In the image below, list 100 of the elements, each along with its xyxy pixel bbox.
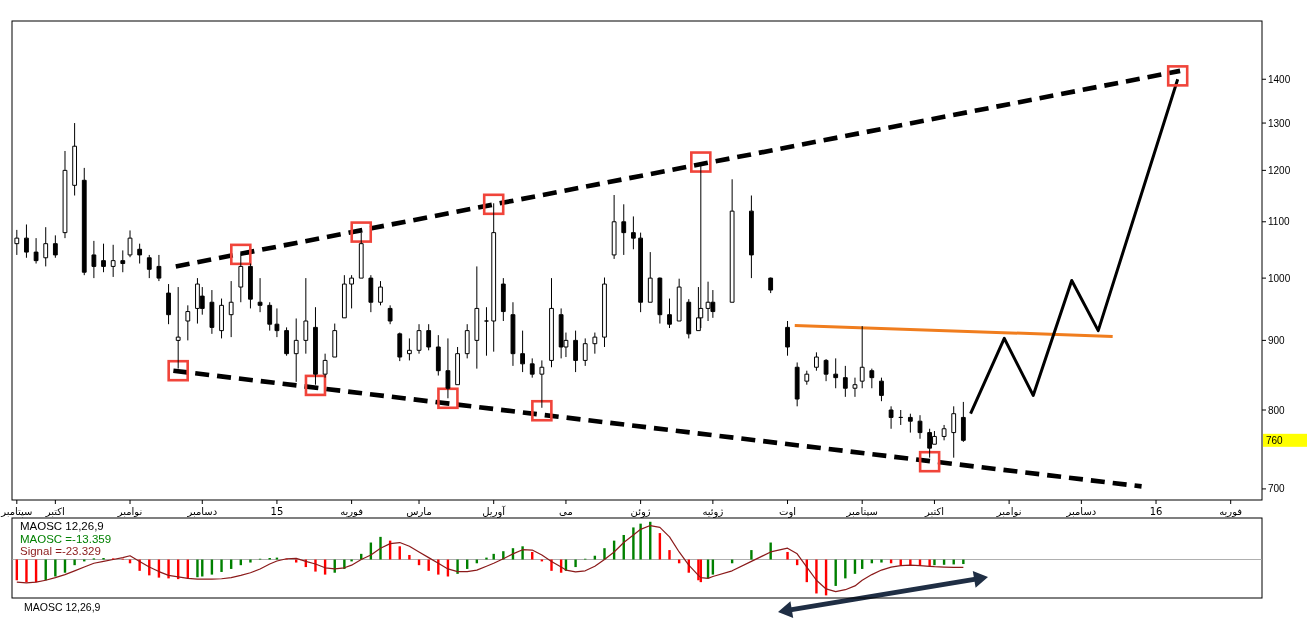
candlestick xyxy=(917,414,923,440)
candlestick xyxy=(888,405,894,430)
bar xyxy=(196,559,199,578)
candlestick xyxy=(484,306,489,357)
point xyxy=(531,399,553,422)
candlestick xyxy=(257,277,263,313)
point xyxy=(230,243,252,266)
candlestick xyxy=(768,277,774,294)
bar xyxy=(880,559,883,563)
candlestick xyxy=(941,424,947,441)
candlestick xyxy=(33,237,39,265)
bar xyxy=(933,559,936,566)
bar xyxy=(379,536,382,560)
bar xyxy=(815,559,818,594)
candlestick xyxy=(43,226,49,267)
bar xyxy=(668,550,671,560)
bar xyxy=(769,542,772,560)
point xyxy=(167,359,189,382)
candlestick xyxy=(611,194,617,260)
candlestick xyxy=(657,277,663,325)
y-tick-label: 1100 xyxy=(1268,216,1290,228)
bar xyxy=(220,559,223,572)
x-tick-label: سپتامبر xyxy=(845,506,878,518)
series-label: Signal =-23.329 xyxy=(20,545,101,557)
candlestick xyxy=(209,289,215,335)
bar xyxy=(456,559,459,574)
candlestick xyxy=(127,229,133,258)
point xyxy=(304,374,327,397)
y-tick-label: 800 xyxy=(1268,404,1286,416)
candlestick xyxy=(464,323,470,359)
candlestick xyxy=(879,377,884,402)
bar xyxy=(639,523,642,560)
candlestick xyxy=(500,277,506,322)
candlestick xyxy=(81,167,87,276)
bar xyxy=(909,559,912,566)
point xyxy=(1166,65,1189,87)
bar xyxy=(750,550,753,560)
candlestick xyxy=(62,150,68,239)
candlestick xyxy=(833,357,839,389)
candlestick xyxy=(52,234,58,259)
bar xyxy=(844,559,847,579)
x-tick-label: مارس xyxy=(406,506,432,517)
x-tick-label: نوامبر xyxy=(995,506,1022,517)
candlestick xyxy=(407,337,412,361)
candlestick xyxy=(387,304,393,325)
x-tick-label: اکتبر xyxy=(923,506,944,517)
x-tick-label: دسامبر xyxy=(1065,506,1097,517)
candlestick xyxy=(729,178,735,303)
y-tick-label: 1000 xyxy=(1268,272,1291,284)
x-tick-label: 16 xyxy=(1149,506,1163,517)
candlestick xyxy=(630,215,636,250)
candlestick xyxy=(474,265,480,370)
text: 760 xyxy=(1266,434,1284,446)
candlestick xyxy=(842,365,848,398)
candlestick xyxy=(219,298,224,339)
candlestick xyxy=(101,243,106,273)
candlestick xyxy=(397,332,403,362)
candlestick xyxy=(927,428,933,459)
bar xyxy=(249,559,252,563)
bar xyxy=(574,559,577,568)
y-tick-label: 900 xyxy=(1268,334,1286,346)
candlestick xyxy=(274,307,280,338)
x-tick-label: اوت xyxy=(779,506,797,518)
candlestick xyxy=(166,283,171,325)
candlestick xyxy=(303,277,309,355)
candlestick xyxy=(24,223,29,259)
x-tick-label: ژوئیه xyxy=(702,506,724,518)
x-tick-label: سپتامبر xyxy=(0,506,33,518)
candlestick xyxy=(582,337,588,367)
candlestick xyxy=(416,323,422,355)
candlestick xyxy=(804,370,810,386)
bar xyxy=(408,554,411,560)
x-tick-label: نوامبر xyxy=(116,506,143,517)
y-tick-label: 1200 xyxy=(1268,164,1291,176)
y-tick-label: 700 xyxy=(1268,483,1286,495)
candlestick xyxy=(341,274,347,319)
candlestick xyxy=(72,122,78,197)
bar xyxy=(167,559,170,579)
candlestick xyxy=(823,358,829,382)
x-tick-label: فوریه xyxy=(340,506,364,517)
candlestick xyxy=(852,377,858,398)
candlestick xyxy=(322,353,328,379)
candlestick xyxy=(368,274,374,313)
x-tick-label: می xyxy=(559,506,573,517)
candlestick xyxy=(332,323,338,358)
point xyxy=(437,387,459,410)
point xyxy=(690,151,712,173)
candlestick xyxy=(907,413,913,434)
candlestick xyxy=(455,346,460,386)
candlestick xyxy=(248,263,253,309)
point xyxy=(350,221,373,243)
candlestick xyxy=(602,277,607,348)
candlestick xyxy=(898,409,904,426)
candlestick xyxy=(814,351,819,372)
x-tick-label: آوریل xyxy=(482,505,507,518)
bar xyxy=(54,559,57,577)
candlestick xyxy=(676,278,682,322)
candlestick xyxy=(378,280,383,306)
series-label: MAOSC =-13.359 xyxy=(20,532,112,545)
candlestick xyxy=(110,244,116,278)
